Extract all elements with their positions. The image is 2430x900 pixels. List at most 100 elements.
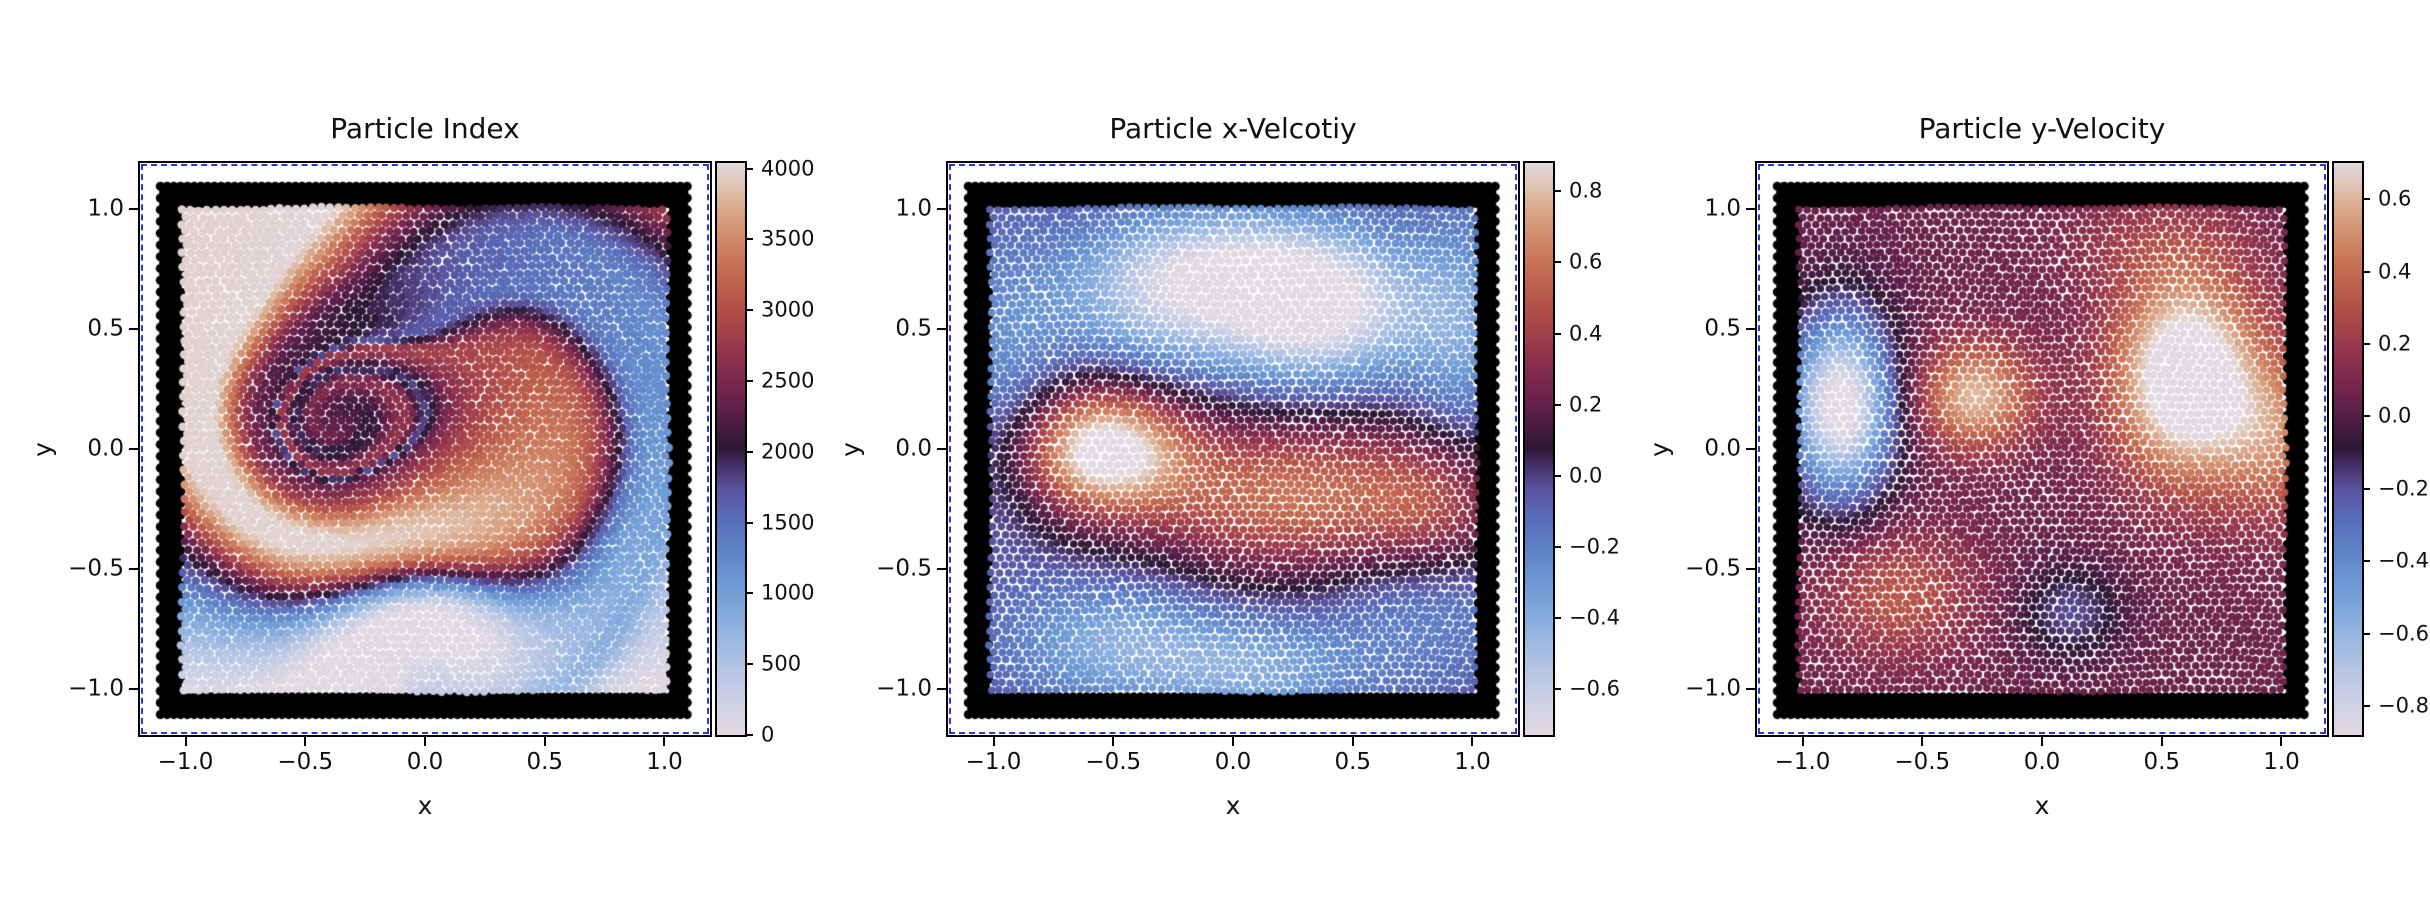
y-tick-mark: [937, 327, 946, 330]
plot-title: Particle Index: [330, 112, 520, 145]
colorbar-tick-label: 0.0: [2378, 403, 2412, 428]
y-axis-label: y: [835, 441, 865, 457]
x-tick-mark: [543, 737, 546, 746]
colorbar-particle-x-velocity: 0.8 0.6 0.4 0.2 0.0 −0.2 −0.4 −0.6: [1523, 161, 1620, 737]
colorbar-tick-mark: [2362, 632, 2370, 635]
y-tick-mark: [1746, 688, 1755, 691]
y-axis-label-wrap: y: [1639, 163, 1679, 735]
colorbar-gradient: [717, 163, 745, 735]
colorbar-tick-mark: [2362, 198, 2370, 201]
colorbar-gradient: [1525, 163, 1553, 735]
y-tick-mark: [937, 568, 946, 571]
colorbar-tick-mark: [1553, 687, 1561, 690]
y-tick-mark: [937, 207, 946, 210]
x-tick-mark: [992, 737, 995, 746]
colorbar-tick-mark: [745, 734, 753, 736]
colorbar-tick-label: 0.4: [2378, 259, 2412, 284]
y-tick-mark: [1746, 448, 1755, 450]
y-tick-label: 1.0: [1704, 195, 1741, 222]
x-axis-label: x: [417, 791, 433, 820]
x-tick-label: 0.5: [2143, 749, 2181, 775]
x-tick-mark: [1232, 737, 1234, 746]
x-tick-mark: [184, 737, 187, 746]
subplot-particle-y-velocity: Particle y-Velocity x y 0.6 0.4 0.2 0.0 −0.2…: [1644, 112, 2429, 820]
y-tick-label: 0.5: [1704, 315, 1741, 342]
colorbar-tick-label: 0.4: [1569, 321, 1603, 346]
colorbar-tick-label: 0.0: [1569, 463, 1603, 488]
y-tick-mark: [937, 688, 946, 691]
colorbar-tick-label: 2500: [761, 368, 815, 393]
y-tick-label: −1.0: [876, 675, 932, 702]
y-tick-label: 1.0: [895, 195, 932, 222]
scatter-canvas-particle-index: [140, 163, 710, 735]
x-tick-label: −1.0: [965, 749, 1022, 775]
colorbar-tick-mark: [745, 521, 753, 524]
colorbar-tick-label: 0.2: [1569, 392, 1603, 417]
y-tick-label: 0.0: [87, 435, 124, 462]
colorbar-tick-mark: [745, 309, 753, 312]
colorbar-tick-label: −0.4: [1569, 605, 1620, 630]
y-tick-label: −0.5: [876, 555, 932, 582]
colorbar-tick-label: 0.6: [1569, 249, 1603, 274]
colorbar-tick-label: 1000: [761, 580, 815, 605]
x-tick-mark: [1801, 737, 1804, 746]
colorbar-tick-mark: [2362, 270, 2370, 273]
y-tick-mark: [1746, 568, 1755, 571]
y-tick-label: −0.5: [68, 555, 124, 582]
x-tick-label: 0.0: [2023, 749, 2061, 775]
x-tick-label: −0.5: [277, 749, 334, 775]
x-tick-label: 0.5: [1334, 749, 1372, 775]
y-tick-label: −1.0: [1685, 675, 1741, 702]
colorbar-tick-mark: [745, 663, 753, 666]
colorbar-tick-label: −0.6: [2378, 621, 2429, 646]
colorbar-tick-mark: [745, 592, 753, 595]
colorbar-tick-label: 3500: [761, 226, 815, 251]
y-axis-label-wrap: y: [22, 163, 62, 735]
colorbar-tick-mark: [1553, 403, 1561, 406]
y-tick-label: −1.0: [68, 675, 124, 702]
colorbar-tick-label: −0.2: [1569, 534, 1620, 559]
y-tick-label: 0.5: [895, 315, 932, 342]
subplot-particle-x-velocity: Particle x-Velcotiy x y 0.8 0.6 0.4 0.2 0.0 −…: [835, 112, 1620, 820]
x-axis-label: x: [2034, 791, 2050, 820]
x-tick-mark: [1351, 737, 1354, 746]
x-tick-label: −1.0: [1774, 749, 1831, 775]
x-tick-mark: [2160, 737, 2163, 746]
y-tick-mark: [129, 207, 138, 210]
colorbar-tick-mark: [2362, 560, 2370, 563]
x-tick-label: −0.5: [1085, 749, 1142, 775]
colorbar-tick-mark: [745, 450, 753, 453]
colorbar-tick-mark: [1553, 261, 1561, 264]
y-axis-label: y: [1644, 441, 1674, 457]
plot-title: Particle y-Velocity: [1918, 112, 2166, 145]
y-tick-mark: [129, 688, 138, 691]
colorbar-tick-label: −0.4: [2378, 548, 2429, 573]
x-tick-label: −1.0: [157, 749, 214, 775]
colorbar-tick-label: 2000: [761, 439, 815, 464]
colorbar-tick-mark: [1553, 616, 1561, 619]
x-tick-label: 0.0: [1214, 749, 1252, 775]
x-tick-mark: [1112, 737, 1115, 746]
x-tick-mark: [1921, 737, 1924, 746]
colorbar-tick-label: 0.8: [1569, 178, 1603, 203]
colorbar-tick-label: 1500: [761, 510, 815, 535]
colorbar-tick-label: 0: [761, 722, 775, 747]
colorbar-tick-mark: [745, 380, 753, 383]
y-tick-mark: [937, 448, 946, 450]
colorbar-tick-mark: [1553, 474, 1561, 477]
x-tick-label: 1.0: [1454, 749, 1491, 775]
y-axis-label-wrap: y: [830, 163, 870, 735]
colorbar-tick-label: 0.2: [2378, 331, 2412, 356]
x-tick-label: 0.5: [526, 749, 564, 775]
colorbar-tick-mark: [1553, 545, 1561, 548]
y-tick-label: −0.5: [1685, 555, 1741, 582]
y-tick-label: 1.0: [87, 195, 124, 222]
y-tick-mark: [1746, 327, 1755, 330]
colorbar-tick-mark: [2362, 487, 2370, 490]
colorbar-tick-mark: [2362, 343, 2370, 345]
colorbar-tick-label: 3000: [761, 297, 815, 322]
x-tick-mark: [424, 737, 426, 746]
y-tick-label: 0.0: [895, 435, 932, 462]
colorbar-tick-mark: [745, 167, 753, 170]
